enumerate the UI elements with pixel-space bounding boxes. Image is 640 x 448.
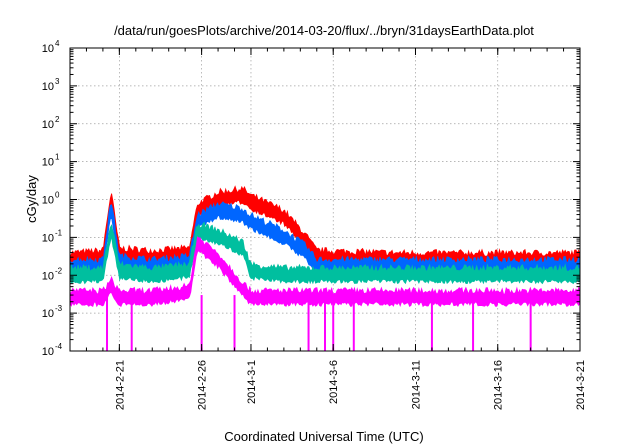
y-tick-exponent: 2 (55, 115, 60, 124)
y-tick-label: 10 (42, 195, 54, 207)
x-tick-label: 2014-3-11 (410, 360, 422, 409)
y-tick-label: 10 (42, 81, 54, 93)
x-tick-label: 2014-3-16 (493, 360, 505, 410)
y-tick-label: 10 (42, 308, 54, 320)
y-tick-label: 10 (42, 43, 54, 55)
y-tick-exponent: 0 (55, 191, 60, 200)
x-tick-label: 2014-3-6 (328, 360, 340, 404)
y-tick-exponent: -3 (55, 304, 63, 313)
y-tick-exponent: -4 (55, 342, 63, 351)
y-tick-exponent: 1 (55, 153, 60, 162)
x-tick-label: 2014-3-1 (246, 360, 258, 404)
y-axis-label: cGy/day (24, 175, 39, 223)
x-tick-labels: 2014-2-21 2014-2-26 2014-3-1 2014-3-6 2014-3… (114, 360, 587, 410)
y-tick-exponent: -2 (55, 266, 63, 275)
x-tick-label: 2014-2-26 (197, 360, 209, 410)
chart-title: /data/run/goesPlots/archive/2014-03-20/f… (114, 23, 534, 38)
y-tick-label: 10 (42, 270, 54, 282)
x-axis-label: Coordinated Universal Time (UTC) (224, 429, 423, 444)
y-tick-exponent: 3 (55, 77, 60, 86)
series-layer (69, 185, 581, 351)
y-tick-label: 10 (42, 157, 54, 169)
y-tick-label: 10 (42, 346, 54, 358)
series-band (69, 201, 581, 277)
y-tick-label: 10 (42, 119, 54, 131)
series-band (69, 185, 581, 270)
x-tick-label: 2014-2-21 (114, 360, 126, 410)
x-tick-label: 2014-3-21 (575, 360, 587, 410)
y-tick-label: 10 (42, 232, 54, 244)
y-tick-exponent: -1 (55, 228, 63, 237)
y-tick-exponent: 4 (55, 39, 60, 48)
tick-marks (69, 47, 581, 352)
